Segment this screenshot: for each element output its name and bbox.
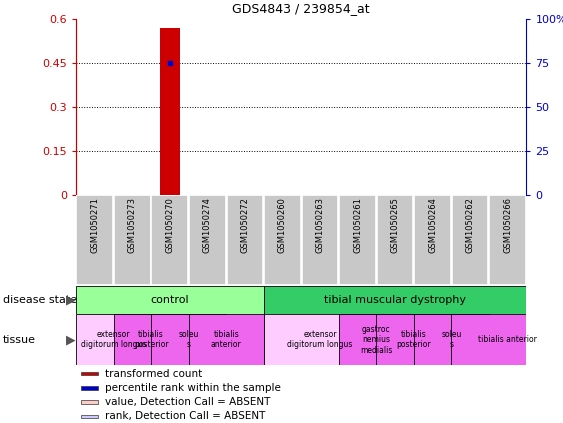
- Text: percentile rank within the sample: percentile rank within the sample: [105, 383, 281, 393]
- Text: tissue: tissue: [3, 335, 36, 345]
- Text: GSM1050261: GSM1050261: [353, 197, 362, 253]
- Bar: [189, 314, 263, 365]
- Text: tibialis
anterior: tibialis anterior: [211, 330, 242, 349]
- Text: tibialis
posterior: tibialis posterior: [134, 330, 168, 349]
- Bar: [452, 314, 563, 365]
- Bar: [76, 286, 263, 314]
- Text: GSM1050266: GSM1050266: [503, 197, 512, 253]
- Bar: [114, 195, 151, 285]
- Bar: [302, 195, 338, 285]
- Text: GSM1050262: GSM1050262: [466, 197, 475, 253]
- Text: tibialis
posterior: tibialis posterior: [396, 330, 431, 349]
- Bar: [151, 195, 188, 285]
- Text: ▶: ▶: [66, 333, 76, 346]
- Text: disease state: disease state: [3, 295, 77, 305]
- Bar: [76, 314, 151, 365]
- Text: value, Detection Call = ABSENT: value, Detection Call = ABSENT: [105, 397, 270, 407]
- Bar: [151, 314, 226, 365]
- Text: GSM1050264: GSM1050264: [428, 197, 437, 253]
- Bar: [376, 314, 452, 365]
- Bar: [159, 28, 180, 195]
- Text: GSM1050270: GSM1050270: [166, 197, 175, 253]
- Text: rank, Detection Call = ABSENT: rank, Detection Call = ABSENT: [105, 412, 265, 421]
- Text: extensor
digitorum longus: extensor digitorum longus: [287, 330, 352, 349]
- Text: extensor
digitorum longus: extensor digitorum longus: [81, 330, 146, 349]
- Bar: [339, 314, 414, 365]
- Text: control: control: [150, 295, 189, 305]
- Bar: [81, 400, 98, 404]
- Bar: [339, 195, 376, 285]
- Bar: [264, 195, 301, 285]
- Text: GSM1050274: GSM1050274: [203, 197, 212, 253]
- Bar: [414, 195, 451, 285]
- Text: ▶: ▶: [66, 294, 76, 306]
- Text: GSM1050260: GSM1050260: [278, 197, 287, 253]
- Bar: [81, 386, 98, 390]
- Bar: [263, 314, 376, 365]
- Text: gastroc
nemius
medialis: gastroc nemius medialis: [360, 325, 392, 354]
- Text: GSM1050265: GSM1050265: [391, 197, 400, 253]
- Text: GSM1050271: GSM1050271: [90, 197, 99, 253]
- Text: GSM1050272: GSM1050272: [240, 197, 249, 253]
- Bar: [114, 314, 189, 365]
- Bar: [452, 195, 489, 285]
- Text: soleu
s: soleu s: [441, 330, 462, 349]
- Text: GSM1050273: GSM1050273: [128, 197, 137, 253]
- Bar: [226, 195, 263, 285]
- Bar: [77, 195, 113, 285]
- Bar: [377, 195, 413, 285]
- Text: tibial muscular dystrophy: tibial muscular dystrophy: [324, 295, 466, 305]
- Bar: [489, 195, 526, 285]
- Text: soleu
s: soleu s: [178, 330, 199, 349]
- Bar: [81, 415, 98, 418]
- Bar: [414, 314, 489, 365]
- Text: transformed count: transformed count: [105, 368, 202, 379]
- Title: GDS4843 / 239854_at: GDS4843 / 239854_at: [233, 2, 370, 15]
- Text: tibialis anterior: tibialis anterior: [478, 335, 537, 344]
- Bar: [81, 372, 98, 376]
- Bar: [189, 195, 226, 285]
- Bar: [263, 286, 526, 314]
- Text: GSM1050263: GSM1050263: [315, 197, 324, 253]
